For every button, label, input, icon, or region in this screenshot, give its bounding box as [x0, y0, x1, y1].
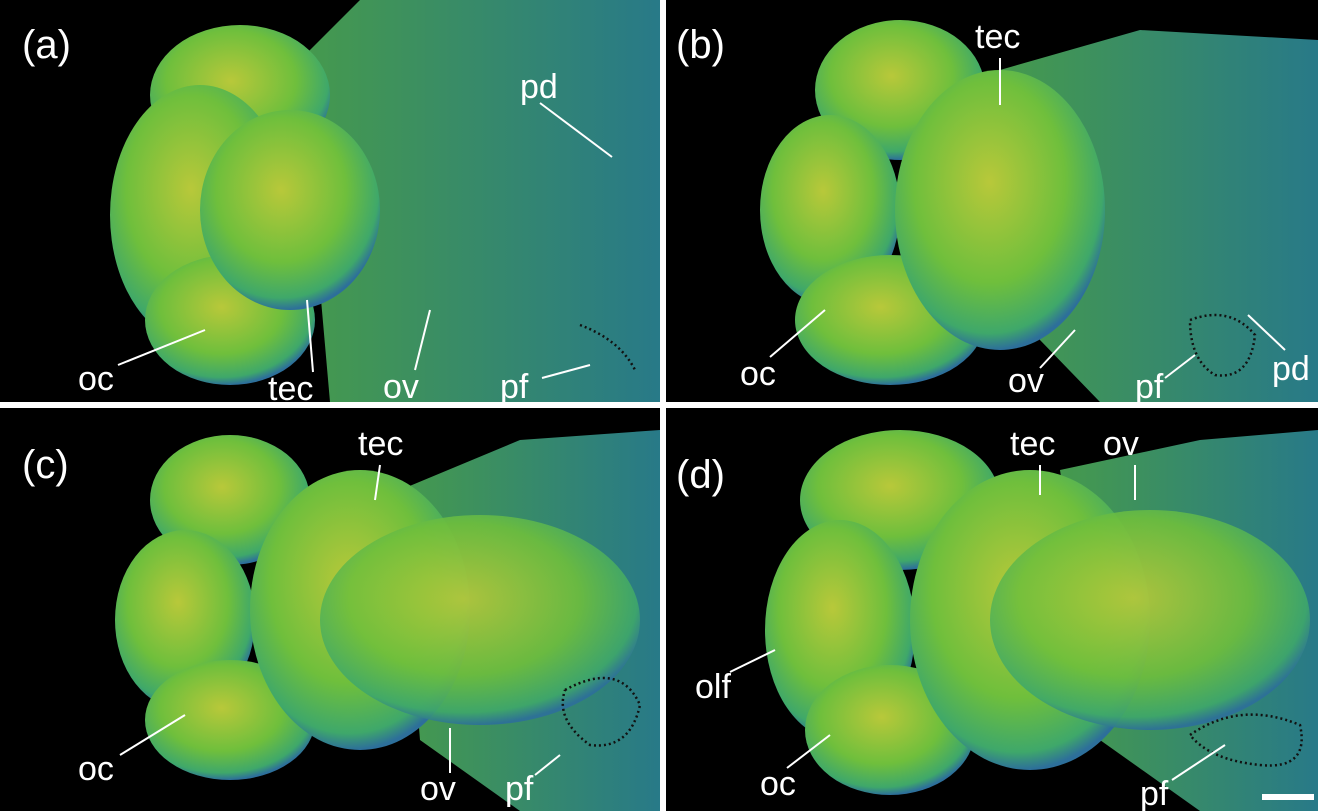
label: tec	[358, 425, 403, 463]
panel-letter: (b)	[676, 23, 725, 67]
label: pf	[505, 770, 534, 808]
leader	[117, 329, 206, 366]
leader	[1164, 354, 1196, 379]
scale-bar	[1262, 794, 1314, 800]
leader	[414, 309, 431, 371]
label: oc	[740, 355, 776, 393]
leader	[769, 309, 826, 358]
label: ov	[1103, 425, 1139, 463]
label: oc	[78, 360, 114, 398]
leader	[729, 649, 776, 673]
label: pd	[1272, 350, 1310, 388]
leader	[1171, 744, 1226, 781]
label: ov	[383, 368, 419, 406]
panel-c: (c) tec oc ov pf	[0, 408, 660, 811]
leader	[541, 364, 591, 379]
leader	[306, 299, 314, 373]
leader	[786, 734, 831, 769]
label: oc	[760, 765, 796, 803]
label: tec	[268, 370, 313, 408]
panel-b: (b) tec oc ov pf pd	[666, 0, 1318, 406]
panel-letter: (c)	[22, 443, 69, 487]
leader	[534, 754, 561, 776]
panel-letter: (d)	[676, 453, 725, 497]
label: ov	[420, 770, 456, 808]
label: ov	[1008, 362, 1044, 400]
label: oc	[78, 750, 114, 788]
label: pf	[1140, 775, 1169, 811]
label: olf	[695, 668, 731, 706]
leader	[1039, 329, 1076, 369]
label: tec	[975, 18, 1020, 56]
label: pf	[1135, 368, 1164, 406]
label: pf	[500, 368, 529, 406]
leader	[374, 464, 381, 501]
leader	[119, 714, 186, 756]
leader	[539, 102, 613, 158]
leader	[1247, 314, 1286, 351]
panel-letter: (a)	[22, 23, 71, 67]
label: tec	[1010, 425, 1055, 463]
panel-d: (d) tec ov olf oc pf	[666, 408, 1318, 811]
panel-a: (a) pd oc tec ov pf	[0, 0, 660, 408]
label: pd	[520, 68, 558, 106]
